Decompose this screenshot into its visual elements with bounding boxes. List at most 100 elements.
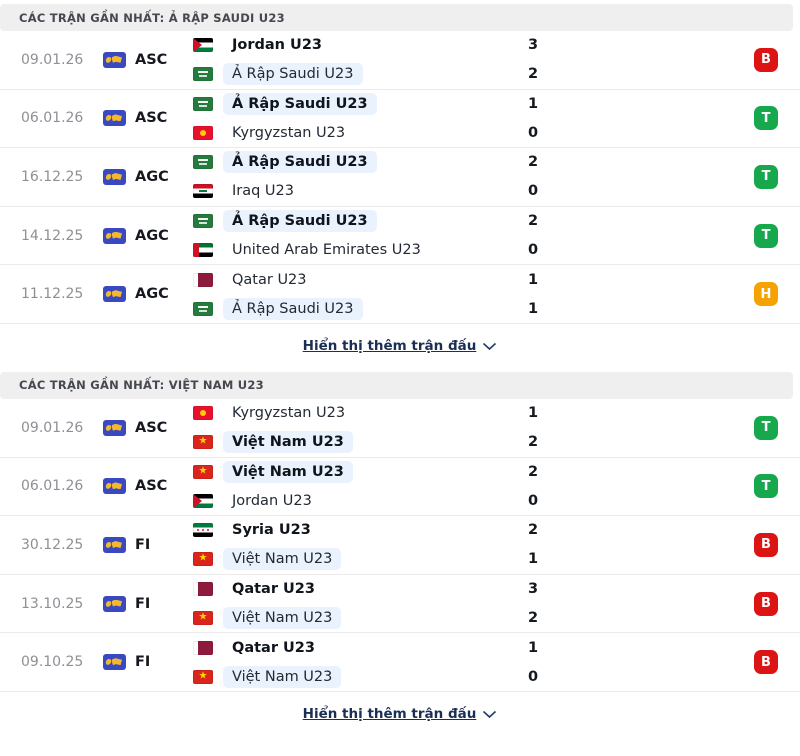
away-team-name[interactable]: Việt Nam U23: [223, 665, 342, 688]
result-badge: T: [754, 474, 778, 499]
home-team-name[interactable]: Việt Nam U23: [223, 460, 353, 483]
match-date: 09.01.26: [21, 51, 84, 68]
world-map-icon: [103, 478, 126, 495]
result-badge: H: [754, 282, 778, 307]
home-team-name[interactable]: Ả Rập Saudi U23: [223, 92, 377, 115]
home-team-name[interactable]: Kyrgyzstan U23: [232, 405, 346, 422]
saudi-arabia-flag-icon: [193, 214, 213, 229]
match-date: 06.01.26: [21, 110, 84, 127]
result-badge: B: [754, 47, 778, 72]
match-date: 09.01.26: [21, 419, 84, 436]
match-date: 14.12.25: [21, 227, 84, 244]
home-score: 1: [527, 95, 539, 112]
home-score: 3: [527, 581, 539, 598]
home-score: 2: [527, 154, 539, 171]
away-score: 0: [527, 242, 539, 259]
saudi-arabia-flag-icon: [193, 67, 213, 82]
home-team-name[interactable]: Ả Rập Saudi U23: [223, 210, 377, 233]
vietnam-flag-icon: [193, 464, 213, 479]
away-team-name[interactable]: Jordan U23: [232, 492, 312, 509]
away-team-name[interactable]: Việt Nam U23: [223, 431, 353, 454]
result-badge: B: [754, 650, 778, 675]
uae-flag-icon: [193, 243, 213, 258]
match-row[interactable]: 11.12.25 AGC Qatar U23 Ả Rập Saudi U23 1…: [0, 265, 800, 324]
match-row[interactable]: 09.10.25 FI Qatar U23 Việt Nam U23 1 0 B: [0, 633, 800, 692]
away-score: 2: [527, 610, 539, 627]
saudi-arabia-flag-icon: [193, 96, 213, 111]
kyrgyzstan-flag-icon: [193, 406, 213, 421]
away-score: 1: [527, 551, 539, 568]
match-row[interactable]: 16.12.25 AGC Ả Rập Saudi U23 Iraq U23 2 …: [0, 148, 800, 207]
chevron-down-icon: [482, 704, 497, 723]
home-team-name[interactable]: Jordan U23: [232, 37, 322, 54]
syria-flag-icon: [193, 523, 213, 538]
competition-label: FI: [135, 654, 151, 671]
home-score: 3: [527, 37, 539, 54]
away-score: 2: [527, 66, 539, 83]
home-team-name[interactable]: Qatar U23: [232, 581, 315, 598]
match-row[interactable]: 09.01.26 ASC Jordan U23 Ả Rập Saudi U23 …: [0, 31, 800, 90]
iraq-flag-icon: [193, 184, 213, 199]
chevron-down-icon: [482, 336, 497, 355]
competition-label: FI: [135, 595, 151, 612]
away-team-name[interactable]: Kyrgyzstan U23: [232, 124, 346, 141]
home-score: 2: [527, 463, 539, 480]
section-title: CÁC TRẬN GẦN NHẤT: VIỆT NAM U23: [0, 371, 793, 399]
away-team-name[interactable]: Việt Nam U23: [223, 607, 342, 630]
match-row[interactable]: 09.01.26 ASC Kyrgyzstan U23 Việt Nam U23…: [0, 399, 800, 458]
away-team-name[interactable]: Việt Nam U23: [223, 548, 342, 571]
match-date: 13.10.25: [21, 595, 84, 612]
section-title: CÁC TRẬN GẦN NHẤT: Ả RẬP SAUDI U23: [0, 4, 793, 31]
match-row[interactable]: 30.12.25 FI Syria U23 Việt Nam U23 2 1 B: [0, 516, 800, 575]
home-score: 1: [527, 639, 539, 656]
vietnam-flag-icon: [193, 552, 213, 567]
match-date: 06.01.26: [21, 478, 84, 495]
vietnam-flag-icon: [193, 435, 213, 450]
competition-label: ASC: [135, 419, 168, 436]
match-date: 16.12.25: [21, 168, 84, 185]
result-badge: T: [754, 164, 778, 189]
world-map-icon: [103, 51, 126, 68]
away-score: 0: [527, 183, 539, 200]
home-score: 1: [527, 271, 539, 288]
world-map-icon: [103, 595, 126, 612]
show-more-matches-link[interactable]: Hiển thị thêm trận đấu: [303, 704, 498, 723]
match-date: 30.12.25: [21, 536, 84, 553]
result-badge: T: [754, 106, 778, 131]
home-score: 1: [527, 405, 539, 422]
show-more-label: Hiển thị thêm trận đấu: [302, 705, 477, 722]
home-team-name[interactable]: Qatar U23: [232, 639, 315, 656]
away-team-name[interactable]: Ả Rập Saudi U23: [223, 297, 363, 320]
match-date: 09.10.25: [21, 654, 84, 671]
home-team-name[interactable]: Syria U23: [232, 522, 311, 539]
home-team-name[interactable]: Qatar U23: [232, 271, 307, 288]
show-more-label: Hiển thị thêm trận đấu: [302, 337, 477, 354]
world-map-icon: [103, 286, 126, 303]
away-score: 2: [527, 434, 539, 451]
qatar-flag-icon: [193, 272, 213, 287]
away-team-name[interactable]: United Arab Emirates U23: [232, 242, 421, 259]
away-team-name[interactable]: Iraq U23: [232, 183, 295, 200]
match-date: 11.12.25: [21, 286, 84, 303]
section-vietnam-recent-matches: CÁC TRẬN GẦN NHẤT: VIỆT NAM U23 09.01.26…: [0, 371, 800, 736]
away-score: 1: [527, 300, 539, 317]
home-team-name[interactable]: Ả Rập Saudi U23: [223, 151, 377, 174]
show-more-matches-link[interactable]: Hiển thị thêm trận đấu: [303, 336, 498, 355]
world-map-icon: [103, 536, 126, 553]
competition-label: ASC: [135, 110, 168, 127]
world-map-icon: [103, 419, 126, 436]
match-row[interactable]: 06.01.26 ASC Việt Nam U23 Jordan U23 2 0…: [0, 458, 800, 517]
world-map-icon: [103, 168, 126, 185]
vietnam-flag-icon: [193, 669, 213, 684]
competition-label: ASC: [135, 478, 168, 495]
match-row[interactable]: 13.10.25 FI Qatar U23 Việt Nam U23 3 2 B: [0, 575, 800, 634]
away-team-name[interactable]: Ả Rập Saudi U23: [223, 63, 363, 86]
match-row[interactable]: 14.12.25 AGC Ả Rập Saudi U23 United Arab…: [0, 207, 800, 266]
jordan-flag-icon: [193, 493, 213, 508]
match-row[interactable]: 06.01.26 ASC Ả Rập Saudi U23 Kyrgyzstan …: [0, 90, 800, 149]
section-saudi-arabia-recent-matches: CÁC TRẬN GẦN NHẤT: Ả RẬP SAUDI U23 09.01…: [0, 4, 800, 368]
competition-label: AGC: [135, 286, 169, 303]
result-badge: T: [754, 415, 778, 440]
competition-label: AGC: [135, 168, 169, 185]
saudi-arabia-flag-icon: [193, 301, 213, 316]
